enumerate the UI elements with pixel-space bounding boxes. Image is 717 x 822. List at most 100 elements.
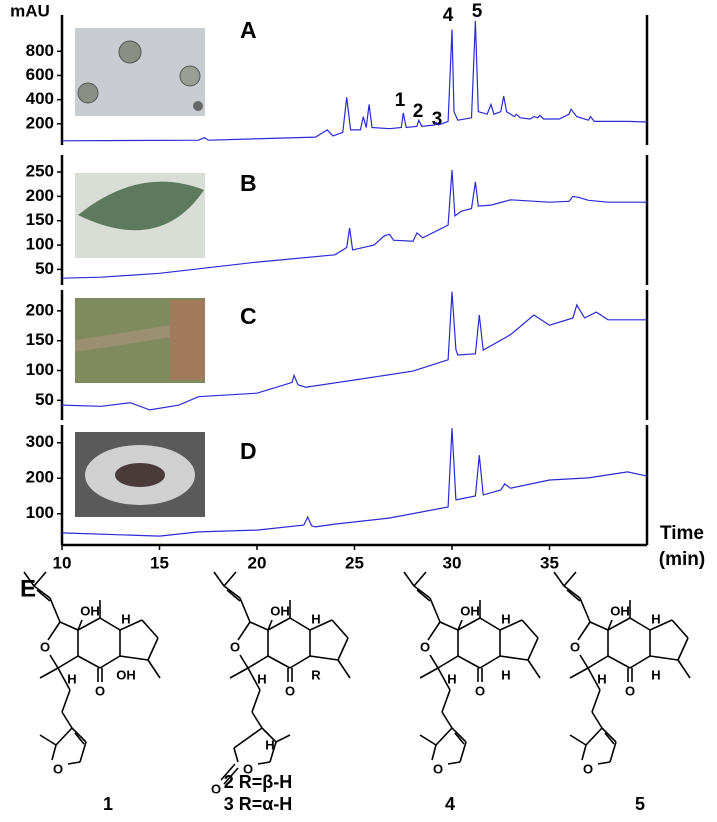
x-tick-label: 35 <box>540 553 559 572</box>
bond <box>671 619 689 639</box>
peak-label: 5 <box>472 1 483 22</box>
y-tick-label: 50 <box>35 259 54 278</box>
bond <box>331 619 349 639</box>
compound-label: 4 <box>445 794 455 814</box>
panel-letter: D <box>240 438 257 464</box>
bond <box>459 741 467 763</box>
x-tick-label: 15 <box>150 553 169 572</box>
bond <box>147 659 161 679</box>
panel-label: E <box>20 575 36 602</box>
y-tick-label: 150 <box>26 330 54 349</box>
bond <box>419 734 437 746</box>
atom-label: H <box>447 671 456 686</box>
bond <box>429 654 439 669</box>
bond <box>337 637 349 661</box>
bond <box>479 655 501 669</box>
photo-d <box>75 432 205 517</box>
bond <box>591 711 603 729</box>
y-tick-label: 400 <box>26 89 54 108</box>
bond <box>629 617 651 631</box>
atom-label: H <box>501 667 510 682</box>
bond <box>499 619 523 631</box>
atom-label: H <box>651 611 660 626</box>
bond <box>269 741 277 763</box>
atom-label: O <box>570 639 580 654</box>
trace <box>61 20 648 142</box>
bond <box>99 617 121 631</box>
bond <box>59 621 79 631</box>
atom-label: H <box>651 667 660 682</box>
bond <box>77 619 83 631</box>
atom-label: R <box>311 667 321 682</box>
bond <box>51 744 57 761</box>
bond <box>601 727 617 743</box>
bond <box>267 617 291 631</box>
bond <box>413 585 431 599</box>
bond <box>237 621 251 641</box>
bond <box>33 585 51 599</box>
bond <box>223 585 241 599</box>
atom-label: O <box>40 639 50 654</box>
y-tick-label: 600 <box>26 65 54 84</box>
bond <box>441 711 453 729</box>
bond <box>451 727 467 743</box>
bond <box>457 617 481 631</box>
bond <box>233 727 263 749</box>
photo-a <box>75 28 205 116</box>
x-label-unit: (min) <box>659 549 705 570</box>
bond <box>57 667 71 691</box>
peak-label: 2 <box>413 101 424 122</box>
bond <box>249 621 269 631</box>
bond <box>61 711 73 729</box>
bond <box>275 734 291 743</box>
bond <box>587 667 601 691</box>
y-tick-label: 100 <box>26 503 54 522</box>
bond <box>607 655 631 669</box>
bond <box>289 655 311 669</box>
bond <box>579 654 589 669</box>
atom-label: O <box>243 761 253 776</box>
bond <box>437 667 451 691</box>
bond <box>413 571 427 587</box>
y-tick-label: 250 <box>26 162 54 181</box>
atom-label: OH <box>270 603 290 618</box>
y-tick-label: 200 <box>26 468 54 487</box>
bond <box>23 571 35 587</box>
bond <box>57 655 79 669</box>
trace <box>61 291 647 411</box>
bond <box>439 621 459 631</box>
bond <box>74 732 85 745</box>
bond <box>55 727 73 746</box>
photo-c <box>75 298 205 383</box>
bond <box>337 659 351 679</box>
atom-label: OH <box>116 667 136 682</box>
atom-label: O <box>420 639 430 654</box>
bond <box>79 741 87 763</box>
bond <box>441 689 451 713</box>
atom-label: H <box>501 611 510 626</box>
atom-label: O <box>95 683 105 698</box>
bond <box>419 667 439 679</box>
bond <box>226 589 241 602</box>
bond <box>437 655 459 669</box>
bond <box>223 767 239 785</box>
atom-label: H <box>265 737 274 752</box>
y-tick-label: 200 <box>26 113 54 132</box>
bond <box>289 617 311 631</box>
y-tick-label: 100 <box>26 235 54 254</box>
bond <box>649 655 679 661</box>
bond <box>581 744 587 761</box>
bond <box>403 571 415 587</box>
bond <box>479 617 501 631</box>
bond <box>566 589 581 602</box>
bond <box>563 585 581 599</box>
atom-label: O <box>211 781 221 796</box>
peak-label: 3 <box>432 109 443 130</box>
bond <box>36 589 51 602</box>
bond <box>431 744 437 761</box>
bond <box>521 619 539 639</box>
peak-label: 1 <box>395 90 406 111</box>
bond <box>77 617 101 631</box>
bond <box>457 619 463 631</box>
